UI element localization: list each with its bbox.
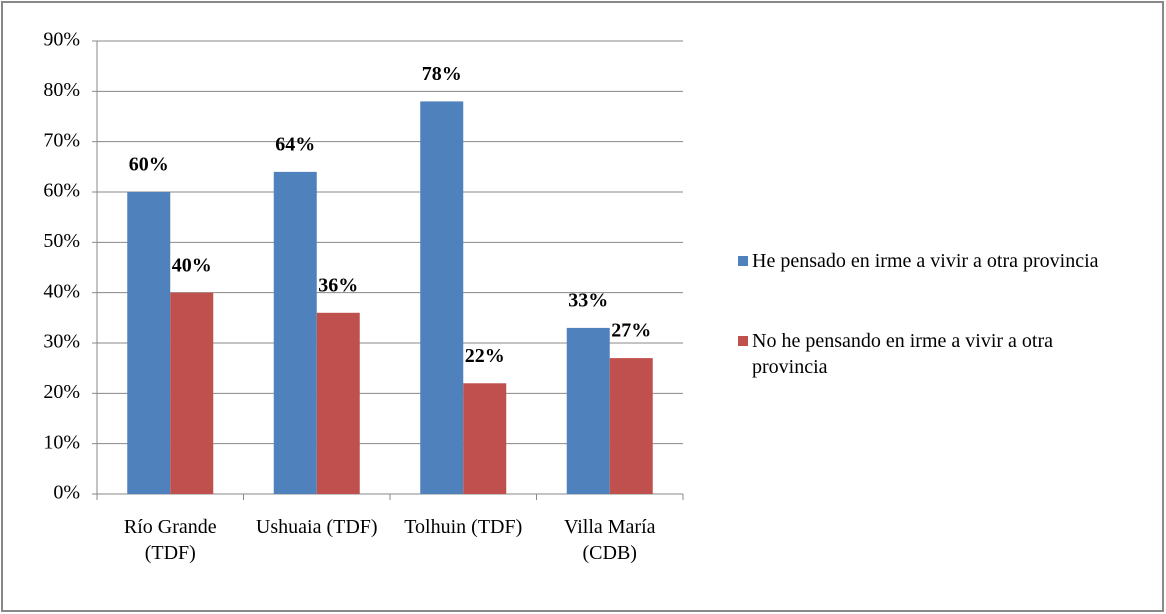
value-label: 64% <box>275 133 315 155</box>
value-label: 78% <box>422 63 462 85</box>
bar <box>170 292 214 494</box>
y-tick-label: 80% <box>43 79 80 101</box>
y-tick-label: 60% <box>43 180 80 202</box>
bar <box>273 171 317 494</box>
y-tick-label: 40% <box>43 280 80 302</box>
bar <box>566 327 610 494</box>
bar <box>127 192 171 494</box>
x-tick-label: Río Grande (TDF) <box>123 516 217 564</box>
x-tick-label: Tolhuin (TDF) <box>404 516 523 538</box>
value-label: 22% <box>465 345 505 367</box>
y-tick-label: 50% <box>43 230 80 252</box>
legend-label: He pensado en irme a vivir a otra provin… <box>752 250 1099 272</box>
y-tick-label: 20% <box>43 381 80 403</box>
value-label: 33% <box>568 289 608 311</box>
value-label: 27% <box>611 320 651 342</box>
bar <box>463 383 507 494</box>
y-tick-label: 70% <box>43 129 80 151</box>
y-tick-label: 90% <box>43 29 80 51</box>
y-tick-label: 30% <box>43 331 80 353</box>
bar <box>609 358 653 494</box>
x-tick-label: Ushuaia (TDF) <box>255 516 378 538</box>
value-label: 40% <box>172 254 212 276</box>
bar <box>316 312 360 494</box>
bar <box>420 101 464 495</box>
legend-swatch <box>738 256 748 266</box>
y-tick-label: 0% <box>53 482 80 504</box>
x-tick-label: Villa María (CDB) <box>563 516 656 564</box>
legend-swatch <box>738 336 748 346</box>
value-label: 60% <box>129 154 169 176</box>
y-tick-label: 10% <box>43 431 80 453</box>
value-label: 36% <box>318 274 358 296</box>
legend-label: No he pensando en irme a vivir a otra pr… <box>752 330 1054 378</box>
